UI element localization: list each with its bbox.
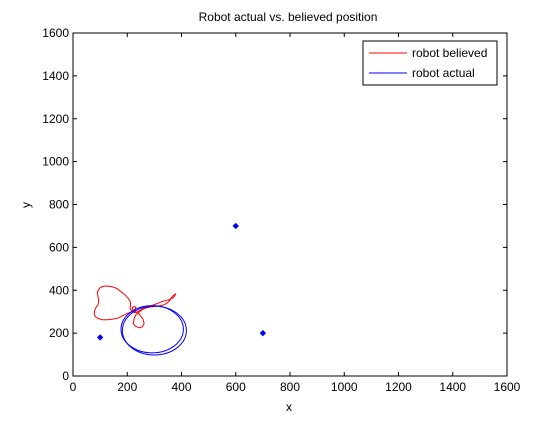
legend-box [362,40,498,86]
landmark-marker [232,222,239,230]
landmark-marker [259,329,267,337]
landmark-marker [96,334,104,341]
legend-label-believed: robot believed [412,46,487,60]
y-tick-label: 1400 [42,69,69,83]
legend-label-actual: robot actual [412,66,475,80]
x-tick-label: 1200 [385,380,412,394]
legend: robot believed robot actual [362,40,498,86]
y-tick-label: 600 [49,240,69,254]
y-axis-label: y [19,202,33,208]
x-tick-label: 1000 [331,380,358,394]
y-tick-label: 1600 [42,26,69,40]
series-actual-loop [121,305,187,356]
x-tick-label: 200 [117,380,137,394]
x-tick-label: 400 [171,380,191,394]
chart-title: Robot actual vs. believed position [199,10,378,24]
series-believed-line [93,285,177,329]
y-tick-label: 1000 [42,155,69,169]
y-tick-label: 0 [62,369,69,383]
y-tick-label: 200 [49,326,69,340]
y-tick-label: 800 [49,198,69,212]
y-axis: 0 200 400 600 800 1000 1200 1400 1600 [42,26,507,383]
series-layer [93,222,267,356]
y-tick-label: 1200 [42,112,69,126]
x-tick-label: 600 [226,380,246,394]
x-tick-label: 800 [280,380,300,394]
x-tick-label: 0 [70,380,77,394]
y-tick-label: 400 [49,283,69,297]
x-tick-label: 1400 [439,380,466,394]
plot-area [72,32,508,377]
x-tick-label: 1600 [494,380,521,394]
x-axis: 0 200 400 600 800 1000 1200 1400 1600 [70,33,521,394]
x-axis-label: x [286,400,292,414]
